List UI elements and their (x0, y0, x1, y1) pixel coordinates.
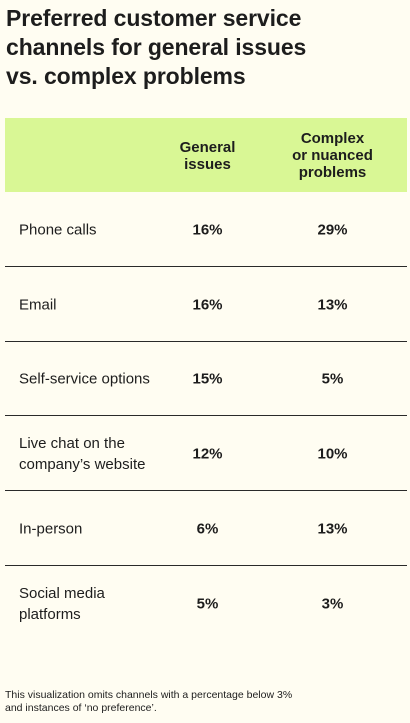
cell-general-issues: 16% (192, 296, 223, 314)
table-header-band (5, 118, 407, 192)
row-divider (5, 340, 407, 342)
row-label: Social media platforms (19, 584, 105, 623)
table-row: Live chat on the company’s website 12% 10% (5, 417, 407, 492)
cell-complex-problems: 5% (321, 370, 344, 388)
column-header-complex-problems: Complex or nuanced problems (292, 130, 373, 181)
column-header-general-issues: General issues (179, 139, 236, 173)
table-row: Email 16% 13% (5, 268, 407, 342)
row-divider (5, 415, 407, 417)
table-row: Phone calls 16% 29% (5, 193, 407, 267)
row-divider (5, 490, 407, 492)
table-row: Self-service options 15% 5% (5, 342, 407, 417)
row-label: Email (19, 296, 57, 314)
table-row: Social media platforms 5% 3% (5, 567, 407, 641)
cell-complex-problems: 13% (317, 296, 348, 314)
chart-title: Preferred customer service channels for … (6, 5, 307, 89)
row-divider (5, 266, 407, 267)
cell-general-issues: 16% (192, 221, 223, 239)
row-label: In-person (19, 520, 83, 538)
cell-complex-problems: 3% (321, 595, 344, 612)
cell-complex-problems: 13% (317, 520, 348, 538)
row-label: Live chat on the company’s website (19, 435, 146, 474)
cell-general-issues: 6% (196, 520, 219, 538)
cell-complex-problems: 29% (317, 221, 348, 239)
row-divider (5, 564, 407, 566)
row-label: Phone calls (19, 221, 97, 239)
row-label: Self-service options (19, 370, 150, 388)
cell-general-issues: 15% (192, 370, 223, 388)
table-row: In-person 6% 13% (5, 492, 407, 566)
footnote: This visualization omits channels with a… (5, 689, 293, 714)
cell-general-issues: 5% (196, 595, 219, 612)
cell-complex-problems: 10% (317, 445, 348, 463)
cell-general-issues: 12% (192, 445, 223, 463)
